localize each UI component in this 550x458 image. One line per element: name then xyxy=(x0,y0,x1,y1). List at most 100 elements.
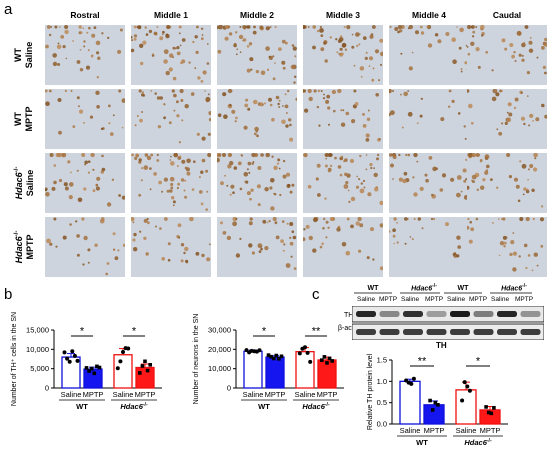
data-point xyxy=(433,400,438,405)
micrograph-tile xyxy=(131,25,211,85)
micrograph-tile xyxy=(217,153,297,213)
bar xyxy=(295,351,315,389)
row-label-genotype: WT xyxy=(13,112,23,127)
data-point xyxy=(269,354,273,359)
data-point xyxy=(145,368,150,373)
data-point xyxy=(115,366,120,371)
column-header: Middle 4 xyxy=(411,10,446,20)
micrograph-tile xyxy=(217,25,297,85)
wb-band xyxy=(426,329,447,335)
micrograph-tile xyxy=(303,25,383,85)
micrograph-tile xyxy=(467,89,547,149)
wb-band xyxy=(356,329,376,335)
y-tick-label: 5,000 xyxy=(30,364,49,373)
bar xyxy=(243,350,263,389)
bar xyxy=(265,356,285,389)
data-point xyxy=(330,359,334,363)
significance-label: * xyxy=(132,326,137,338)
bar xyxy=(455,389,477,425)
micrograph-tile xyxy=(389,153,469,213)
data-point xyxy=(320,358,324,362)
row-label-treatment: Saline xyxy=(25,169,35,197)
data-point xyxy=(462,380,467,385)
row-label-genotype: Hdac6 xyxy=(14,172,24,200)
data-point xyxy=(279,354,284,359)
micrograph-tile xyxy=(467,153,547,213)
data-point xyxy=(87,369,91,373)
data-point xyxy=(70,349,75,354)
data-point xyxy=(138,371,142,375)
y-tick-label: 0 xyxy=(45,384,49,393)
wb-lane-label: Saline xyxy=(357,296,376,303)
significance-label: ** xyxy=(418,356,427,368)
data-point xyxy=(257,348,262,353)
data-point xyxy=(460,398,465,403)
row-label-genotype-sup: -/- xyxy=(14,230,20,237)
data-point xyxy=(65,356,70,361)
data-point xyxy=(271,356,276,361)
y-axis-label: Relative TH protein level xyxy=(367,353,374,430)
wb-band xyxy=(403,311,423,317)
category-label: MPTP xyxy=(83,390,104,399)
column-header: Middle 3 xyxy=(325,10,360,20)
chart-neurons: 0 10,000 20,000 30,000 Number of neurons in … xyxy=(193,314,344,411)
y-tick-label: 30,000 xyxy=(208,326,231,335)
wb-lane-label: MPTP xyxy=(425,296,444,303)
wb-lane-label: MPTP xyxy=(515,296,534,303)
wb-band xyxy=(520,329,541,335)
wb-band-label-th: TH xyxy=(344,312,354,319)
wb-blot-image xyxy=(352,306,544,340)
row-label-genotype-sup: -/- xyxy=(14,166,20,173)
row-label-ko-saline: Hdac6-/- Saline xyxy=(4,153,44,213)
row-label-treatment: MPTP xyxy=(25,234,35,260)
wb-band xyxy=(450,311,470,317)
data-point xyxy=(428,398,432,403)
wb-band xyxy=(520,311,541,317)
data-point xyxy=(486,410,491,415)
data-point xyxy=(72,353,77,358)
micrograph-tile xyxy=(45,89,125,149)
category-label: Saline xyxy=(456,426,477,435)
chart-th-cells: 0 5,000 10,000 15,000 Number of TH⁺ cells in… xyxy=(11,312,162,411)
wb-band-label-actin: β-actin xyxy=(338,325,360,332)
significance-label: * xyxy=(476,356,481,368)
micrograph-tile xyxy=(131,89,211,149)
group-label: Hdac6-/- xyxy=(302,402,330,411)
bar xyxy=(423,404,445,425)
data-point xyxy=(126,346,131,351)
bar xyxy=(135,366,155,389)
y-tick-label: 0.5 xyxy=(377,398,387,407)
data-point xyxy=(409,381,414,386)
data-point xyxy=(492,405,496,410)
wb-lane-label: Saline xyxy=(401,296,420,303)
data-point xyxy=(436,403,440,407)
category-label: MPTP xyxy=(265,390,286,399)
micrograph-tile xyxy=(389,89,469,149)
column-header: Rostral xyxy=(70,10,100,20)
panel-b-letter: b xyxy=(4,286,13,303)
micrograph-tile xyxy=(389,217,469,277)
micrograph-tile xyxy=(131,153,211,213)
data-point xyxy=(121,350,125,355)
y-axis-label: Number of neurons in the SN xyxy=(193,314,200,405)
y-tick-label: 10,000 xyxy=(208,364,231,373)
group-label: Hdac6-/- xyxy=(464,438,492,447)
bar xyxy=(317,359,337,389)
wb-lane-label: MPTP xyxy=(469,296,488,303)
wb-caption: TH xyxy=(436,341,447,350)
wb-group-underlines xyxy=(354,292,532,294)
data-point xyxy=(97,365,102,370)
significance-label: * xyxy=(80,326,85,338)
column-header: Middle 2 xyxy=(239,10,274,20)
data-point xyxy=(430,408,435,412)
data-point xyxy=(303,345,307,350)
category-label: Saline xyxy=(243,390,264,399)
wb-group-label: Hdac6-/- xyxy=(411,283,437,293)
micrograph-tile xyxy=(467,217,547,277)
group-label: Hdac6-/- xyxy=(120,402,148,411)
data-point xyxy=(140,364,145,368)
data-point xyxy=(411,376,416,381)
data-point xyxy=(266,353,271,357)
wb-band xyxy=(356,311,376,317)
